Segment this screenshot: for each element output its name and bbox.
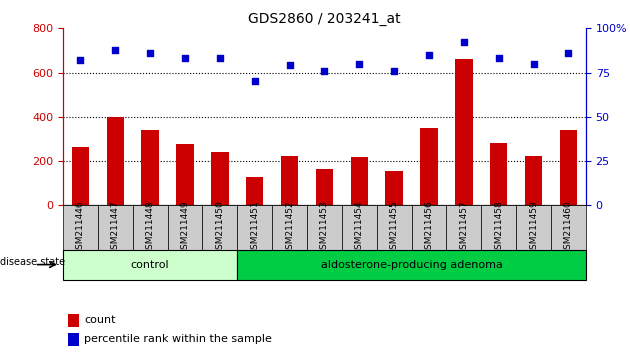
Text: GSM211457: GSM211457 (459, 200, 468, 255)
Text: GSM211453: GSM211453 (320, 200, 329, 255)
Text: GSM211454: GSM211454 (355, 200, 364, 255)
Text: GSM211447: GSM211447 (111, 200, 120, 255)
Point (424, 52, 434, 58)
Bar (420, 128, 438, 205)
Text: GSM211459: GSM211459 (529, 200, 538, 255)
Bar (176, 144, 194, 205)
FancyBboxPatch shape (168, 205, 202, 250)
Point (529, 61, 539, 67)
FancyBboxPatch shape (272, 205, 307, 250)
FancyBboxPatch shape (551, 205, 586, 250)
Point (459, 40, 469, 45)
FancyBboxPatch shape (516, 205, 551, 250)
Bar (525, 155, 542, 205)
Text: GSM211451: GSM211451 (250, 200, 259, 255)
Bar (350, 156, 368, 205)
Text: GSM211448: GSM211448 (146, 200, 154, 255)
Text: GSM211450: GSM211450 (215, 200, 224, 255)
Text: GSM211456: GSM211456 (425, 200, 433, 255)
Text: GSM211458: GSM211458 (495, 200, 503, 255)
FancyBboxPatch shape (411, 205, 447, 250)
Text: aldosterone-producing adenoma: aldosterone-producing adenoma (321, 259, 503, 270)
Text: count: count (84, 315, 115, 325)
Bar (106, 117, 124, 205)
Bar (72, 147, 89, 205)
Bar (386, 171, 403, 205)
Point (354, 61, 364, 67)
FancyBboxPatch shape (63, 205, 98, 250)
Point (76, 57, 86, 63)
FancyBboxPatch shape (481, 205, 516, 250)
FancyBboxPatch shape (238, 205, 272, 250)
Bar (281, 155, 299, 205)
Bar (490, 143, 508, 205)
Text: GSM211455: GSM211455 (390, 200, 399, 255)
Point (249, 79, 260, 84)
FancyBboxPatch shape (377, 205, 411, 250)
FancyBboxPatch shape (307, 205, 342, 250)
FancyBboxPatch shape (63, 250, 238, 280)
FancyBboxPatch shape (447, 205, 481, 250)
FancyBboxPatch shape (342, 205, 377, 250)
Title: GDS2860 / 203241_at: GDS2860 / 203241_at (248, 12, 401, 26)
Point (319, 68, 329, 74)
FancyBboxPatch shape (238, 250, 586, 280)
Bar (211, 152, 229, 205)
Bar (559, 130, 577, 205)
Point (110, 47, 120, 52)
FancyBboxPatch shape (133, 205, 168, 250)
Text: GSM211449: GSM211449 (181, 200, 190, 255)
Text: control: control (131, 259, 169, 270)
Bar (68, 333, 79, 346)
Text: disease state: disease state (0, 257, 65, 267)
Point (180, 56, 190, 61)
Point (215, 56, 225, 61)
Point (285, 63, 295, 68)
Bar (246, 177, 263, 205)
Point (389, 68, 399, 74)
Point (145, 50, 155, 56)
FancyBboxPatch shape (202, 205, 238, 250)
Bar (316, 169, 333, 205)
Point (563, 50, 573, 56)
Point (494, 56, 504, 61)
Text: GSM211460: GSM211460 (564, 200, 573, 255)
Text: GSM211452: GSM211452 (285, 200, 294, 255)
Bar (141, 130, 159, 205)
FancyBboxPatch shape (98, 205, 133, 250)
Text: GSM211446: GSM211446 (76, 200, 85, 255)
Bar (68, 314, 79, 327)
Bar (455, 59, 472, 205)
Text: percentile rank within the sample: percentile rank within the sample (84, 334, 272, 344)
